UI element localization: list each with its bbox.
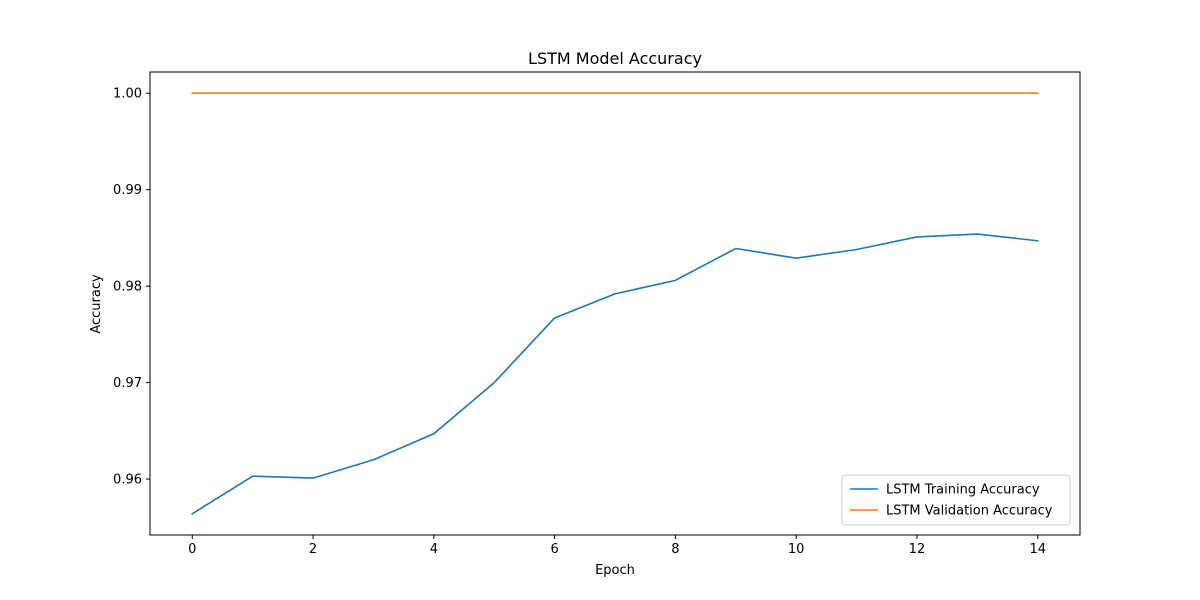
legend-label-validation: LSTM Validation Accuracy — [886, 504, 1053, 519]
legend-box — [841, 474, 1071, 526]
chart-title: LSTM Model Accuracy — [528, 49, 702, 68]
x-tick-label: 10 — [788, 542, 805, 557]
x-tick-label: 14 — [1029, 542, 1046, 557]
y-tick-label: 0.99 — [113, 183, 142, 198]
series-line-training — [191, 233, 1039, 515]
y-tick-label: 0.96 — [113, 473, 142, 488]
x-axis-label: Epoch — [595, 563, 635, 578]
x-tick-label: 2 — [309, 542, 317, 557]
x-tick-label: 12 — [909, 542, 926, 557]
y-tick-label: 1.00 — [113, 87, 142, 102]
x-tick-label: 8 — [671, 542, 679, 557]
x-tick-label: 6 — [550, 542, 558, 557]
y-tick-label: 0.97 — [113, 376, 142, 391]
x-tick-label: 4 — [430, 542, 438, 557]
y-axis-label: Accuracy — [89, 274, 104, 334]
x-tick-label: 0 — [188, 542, 196, 557]
plot-frame — [149, 71, 1081, 536]
legend-label-training: LSTM Training Accuracy — [886, 483, 1040, 498]
plot-area: 0 2 4 6 8 10 12 14 0.96 0.97 0.98 0.99 1.00 LSTM Trai… — [113, 71, 1081, 557]
y-tick-label: 0.98 — [113, 280, 142, 295]
